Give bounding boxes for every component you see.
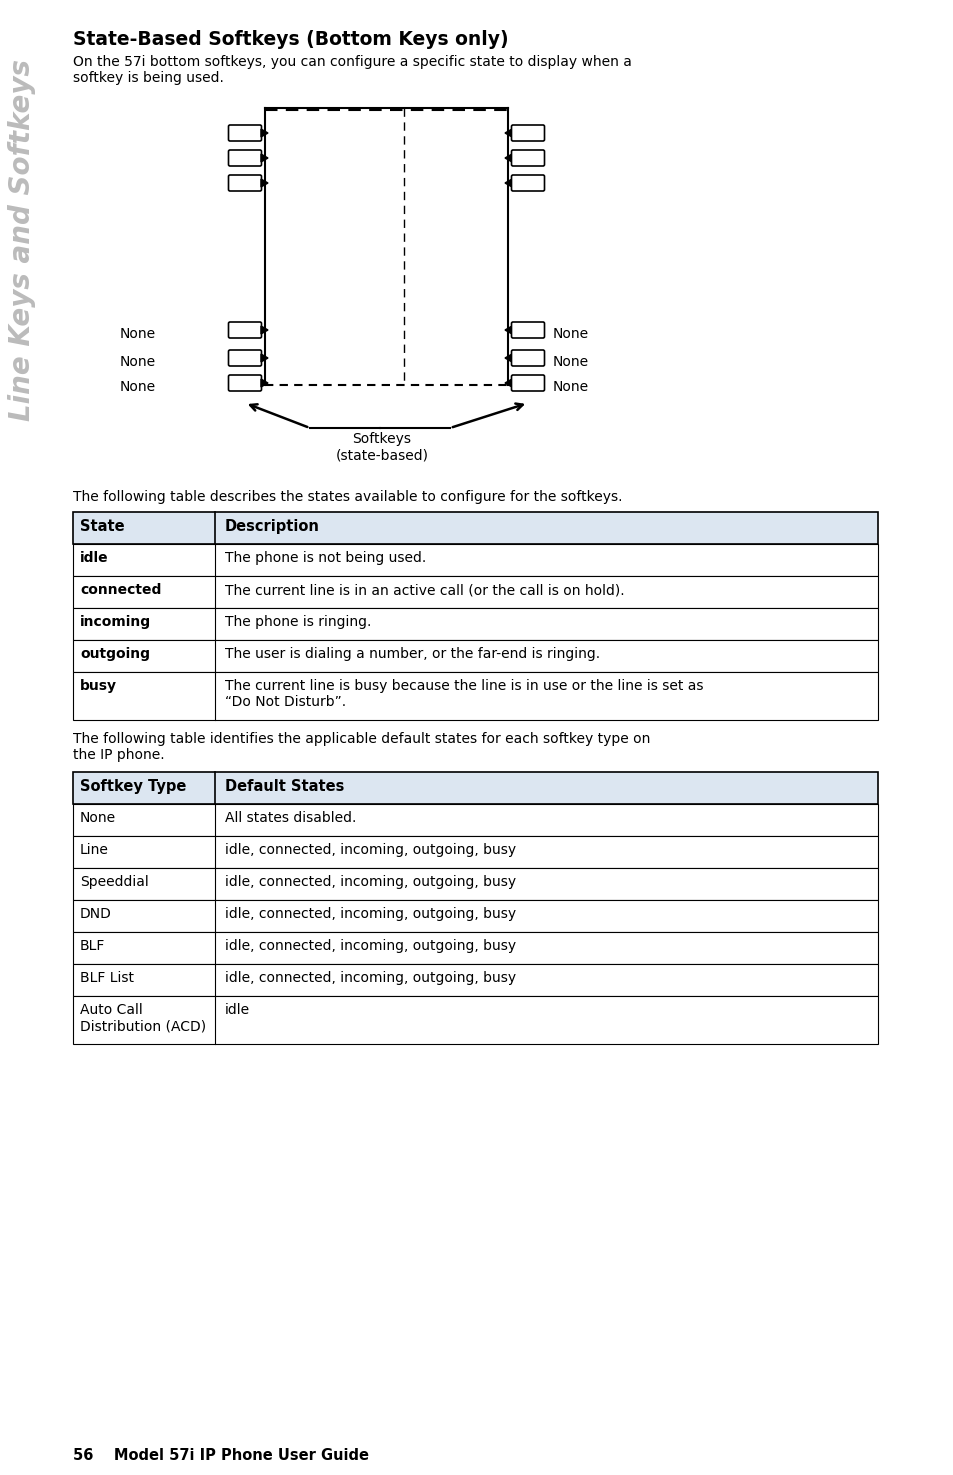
Text: None: None [120,355,156,369]
Text: State-Based Softkeys (Bottom Keys only): State-Based Softkeys (Bottom Keys only) [73,30,508,49]
Text: Softkey Type: Softkey Type [80,779,186,794]
Text: DND: DND [80,907,112,920]
Text: Default States: Default States [225,779,344,794]
Text: The following table identifies the applicable default states for each softkey ty: The following table identifies the appli… [73,732,650,763]
FancyBboxPatch shape [511,322,544,338]
Bar [73,996,877,1044]
Bar [73,965,877,996]
Text: The phone is ringing.: The phone is ringing. [225,615,371,628]
Text: State: State [80,519,125,534]
Text: All states disabled.: All states disabled. [225,811,356,825]
Text: The following table describes the states available to configure for the softkeys: The following table describes the states… [73,490,622,504]
Text: Softkeys
(state-based): Softkeys (state-based) [335,432,428,462]
Bar [73,867,877,900]
Bar [73,900,877,932]
Text: idle, connected, incoming, outgoing, busy: idle, connected, incoming, outgoing, bus… [225,907,516,920]
FancyBboxPatch shape [511,375,544,391]
Text: connected: connected [80,583,161,597]
Text: idle: idle [225,1003,250,1016]
Polygon shape [261,153,268,162]
Text: Line: Line [80,844,109,857]
Bar [73,771,877,804]
Text: The current line is busy because the line is in use or the line is set as
“Do No: The current line is busy because the lin… [225,678,702,709]
Text: idle, connected, incoming, outgoing, busy: idle, connected, incoming, outgoing, bus… [225,844,516,857]
Text: None: None [553,327,589,341]
Text: idle, connected, incoming, outgoing, busy: idle, connected, incoming, outgoing, bus… [225,940,516,953]
Polygon shape [261,354,268,361]
Text: Description: Description [225,519,319,534]
FancyBboxPatch shape [229,125,261,142]
Text: None: None [553,355,589,369]
FancyBboxPatch shape [229,176,261,190]
Text: None: None [553,381,589,394]
Bar [73,544,877,577]
Polygon shape [261,326,268,333]
Text: None: None [120,327,156,341]
Bar [73,512,877,544]
Polygon shape [261,379,268,386]
Text: idle, connected, incoming, outgoing, busy: idle, connected, incoming, outgoing, bus… [225,971,516,985]
Text: idle: idle [80,552,109,565]
Text: idle, connected, incoming, outgoing, busy: idle, connected, incoming, outgoing, bus… [225,875,516,889]
Text: BLF: BLF [80,940,105,953]
Polygon shape [504,153,512,162]
Text: BLF List: BLF List [80,971,133,985]
Text: None: None [80,811,116,825]
Bar [73,932,877,965]
Bar [73,640,877,673]
Text: The current line is in an active call (or the call is on hold).: The current line is in an active call (o… [225,583,624,597]
Text: outgoing: outgoing [80,648,150,661]
FancyBboxPatch shape [511,176,544,190]
Bar [73,804,877,836]
Bar [73,608,877,640]
Polygon shape [504,178,512,187]
Polygon shape [261,178,268,187]
Text: Speeddial: Speeddial [80,875,149,889]
Text: Auto Call
Distribution (ACD): Auto Call Distribution (ACD) [80,1003,206,1032]
Polygon shape [504,379,512,386]
Polygon shape [504,326,512,333]
Polygon shape [261,128,268,137]
FancyBboxPatch shape [229,150,261,167]
Text: busy: busy [80,678,117,693]
Text: The phone is not being used.: The phone is not being used. [225,552,426,565]
Bar [73,577,877,608]
Text: The user is dialing a number, or the far-end is ringing.: The user is dialing a number, or the far… [225,648,599,661]
Text: On the 57i bottom softkeys, you can configure a specific state to display when a: On the 57i bottom softkeys, you can conf… [73,55,631,86]
Text: 56    Model 57i IP Phone User Guide: 56 Model 57i IP Phone User Guide [73,1448,369,1463]
FancyBboxPatch shape [229,375,261,391]
FancyBboxPatch shape [511,350,544,366]
FancyBboxPatch shape [511,125,544,142]
Text: Line Keys and Softkeys: Line Keys and Softkeys [8,59,36,420]
Bar [73,836,877,867]
Polygon shape [504,128,512,137]
Polygon shape [504,354,512,361]
Text: incoming: incoming [80,615,151,628]
Text: None: None [120,381,156,394]
Bar [73,673,877,720]
FancyBboxPatch shape [511,150,544,167]
FancyBboxPatch shape [229,322,261,338]
FancyBboxPatch shape [229,350,261,366]
